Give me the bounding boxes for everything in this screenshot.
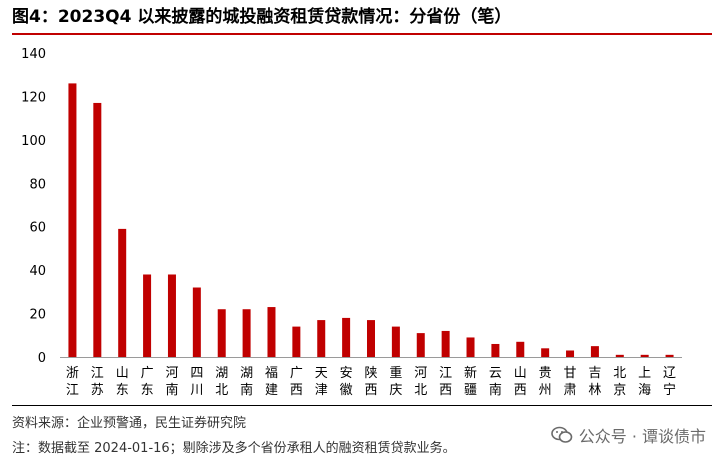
x-tick-label: 辽 xyxy=(663,366,676,381)
x-tick-label: 津 xyxy=(315,383,328,398)
x-tick-label: 江 xyxy=(439,366,452,381)
y-tick-label: 120 xyxy=(21,90,46,105)
x-tick-label: 天 xyxy=(315,366,328,381)
y-tick-label: 100 xyxy=(21,134,46,149)
y-tick-label: 140 xyxy=(21,47,46,62)
x-tick-label: 北 xyxy=(215,383,228,398)
bar xyxy=(541,348,550,357)
y-tick-label: 40 xyxy=(29,264,46,279)
bar xyxy=(118,228,127,357)
x-tick-label: 云 xyxy=(489,366,502,381)
x-tick-label: 海 xyxy=(638,383,651,398)
y-axis: 0 20 40 60 80 100 120 140 xyxy=(21,47,682,366)
x-tick-label: 西 xyxy=(364,383,377,398)
x-tick-label: 江 xyxy=(66,383,79,398)
title-rule xyxy=(12,33,712,35)
x-tick-label: 河 xyxy=(414,366,427,381)
bar xyxy=(68,83,77,358)
bar xyxy=(342,317,351,357)
bar xyxy=(167,274,176,357)
bars xyxy=(68,83,674,358)
x-tick-label: 浙 xyxy=(66,366,79,381)
bar xyxy=(615,354,624,357)
bar xyxy=(367,320,375,357)
x-tick-label: 川 xyxy=(190,383,203,398)
bar xyxy=(466,337,475,357)
x-tick-label: 广 xyxy=(141,366,154,381)
bar xyxy=(267,307,276,357)
x-tick-label: 北 xyxy=(613,366,626,381)
watermark: 公众号 · 谭谈债市 xyxy=(550,423,706,447)
bar xyxy=(93,102,102,357)
x-tick-label: 安 xyxy=(340,366,353,381)
bar xyxy=(665,354,674,357)
wechat-icon xyxy=(550,426,573,443)
bar xyxy=(292,326,301,357)
x-tick-label: 州 xyxy=(539,383,552,398)
x-tick-label: 陕 xyxy=(364,366,377,381)
x-tick-label: 福 xyxy=(265,366,278,381)
x-tick-label: 山 xyxy=(514,366,527,381)
x-tick-label: 北 xyxy=(414,383,427,398)
x-tick-label: 四 xyxy=(190,366,203,381)
bar xyxy=(391,326,400,357)
x-tick-label: 南 xyxy=(165,382,178,398)
y-tick-label: 0 xyxy=(38,351,46,366)
x-tick-label: 贵 xyxy=(539,366,552,381)
y-tick-label: 20 xyxy=(29,308,46,323)
note-text: 注：数据截至 2024-01-16；剔除涉及多个省份承租人的融资租赁贷款业务。 xyxy=(12,441,456,456)
source-text: 资料来源：企业预警通，民生证券研究院 xyxy=(12,416,247,431)
bar xyxy=(317,320,326,357)
x-axis-labels: 浙江江苏山东广东河南四川湖北湖南福建广西天津安徽陕西重庆河北江西新疆云南山西贵州… xyxy=(66,365,676,398)
x-tick-label: 林 xyxy=(588,383,601,398)
bar xyxy=(516,341,525,357)
x-tick-label: 东 xyxy=(116,383,129,398)
y-tick-label: 60 xyxy=(29,221,46,236)
x-tick-label: 上 xyxy=(638,366,651,381)
x-tick-label: 东 xyxy=(141,383,154,398)
bar xyxy=(192,287,201,357)
x-tick-label: 肃 xyxy=(564,383,577,398)
bar xyxy=(416,333,425,357)
bar xyxy=(242,309,251,357)
bar xyxy=(566,350,575,357)
x-tick-label: 河 xyxy=(165,366,178,381)
x-tick-label: 甘 xyxy=(564,366,577,381)
bar xyxy=(640,354,649,357)
x-tick-label: 新 xyxy=(464,365,477,381)
x-tick-label: 南 xyxy=(240,382,253,398)
y-tick-label: 80 xyxy=(29,177,46,192)
watermark-text: 公众号 · 谭谈债市 xyxy=(578,427,706,446)
x-tick-label: 湖 xyxy=(240,366,253,381)
x-tick-label: 宁 xyxy=(663,382,676,398)
bar xyxy=(217,309,226,357)
x-tick-label: 西 xyxy=(290,383,303,398)
x-tick-label: 江 xyxy=(91,366,104,381)
x-tick-label: 南 xyxy=(489,382,502,398)
x-tick-label: 西 xyxy=(439,383,452,398)
x-tick-label: 吉 xyxy=(588,366,601,381)
x-tick-label: 重 xyxy=(389,365,402,381)
x-tick-label: 湖 xyxy=(215,366,228,381)
x-tick-label: 西 xyxy=(514,383,527,398)
x-tick-label: 广 xyxy=(290,366,303,381)
x-tick-label: 山 xyxy=(116,366,129,381)
bar xyxy=(441,330,450,357)
bar xyxy=(143,274,152,357)
x-tick-label: 徽 xyxy=(340,383,353,398)
footer-rule xyxy=(12,405,712,406)
x-tick-label: 建 xyxy=(265,383,278,398)
bar xyxy=(491,343,500,357)
chart-title: 图4：2023Q4 以来披露的城投融资租赁贷款情况：分省份（笔） xyxy=(12,7,512,27)
x-tick-label: 京 xyxy=(613,383,626,398)
x-tick-label: 苏 xyxy=(91,382,104,398)
x-tick-label: 疆 xyxy=(464,383,477,398)
x-tick-label: 庆 xyxy=(389,383,402,398)
bar xyxy=(590,346,599,357)
